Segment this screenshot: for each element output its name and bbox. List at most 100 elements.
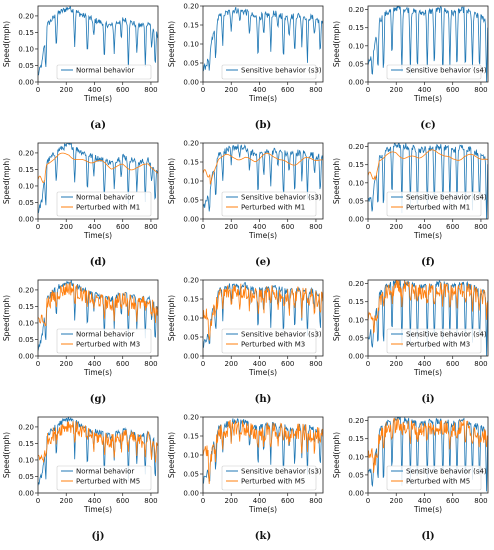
legend-box <box>221 328 317 354</box>
series-line-1 <box>38 6 158 76</box>
y-tick-label: 0.05 <box>183 334 199 342</box>
x-tick-label: 600 <box>446 86 459 94</box>
subplot-j: 0 200 400 600 800 0.00 0.05 0.10 0.15 0.20 Time(s)… <box>2 416 159 542</box>
legend-box <box>56 328 152 354</box>
subplot-c: 0 200 400 600 800 0.00 0.05 0.10 0.15 0.20 Time(s)… <box>332 5 489 131</box>
y-tick-label: 0.00 <box>348 79 364 87</box>
y-tick-label: 0.15 <box>18 166 34 174</box>
legend: Sensitive behavior (s3) Perturbed with M5 <box>221 465 322 491</box>
x-tick-label: 800 <box>309 497 322 505</box>
y-axis-label: Speed(mph) <box>332 295 341 341</box>
x-tick-label: 600 <box>281 497 294 505</box>
x-tick-label: 400 <box>253 223 266 231</box>
series-line-1 <box>368 143 488 219</box>
y-tick-label: 0.20 <box>183 3 199 11</box>
legend: Normal behavior Perturbed with M1 <box>56 191 152 217</box>
x-tick-label: 600 <box>446 360 459 368</box>
plot-frame <box>37 416 159 494</box>
x-tick-label: 200 <box>225 223 238 231</box>
x-axis-label: Time(s) <box>413 94 442 103</box>
plot-frame <box>37 5 159 83</box>
legend-entry: Normal behavior <box>76 331 134 339</box>
subplot-k: 0 200 400 600 800 0.00 0.05 0.10 0.15 0.20 Time(s)… <box>167 414 324 542</box>
subplot-caption: (k) <box>255 531 271 542</box>
y-tick-label: 0.20 <box>183 414 199 422</box>
legend: Sensitive behavior (s4) Perturbed with M5 <box>386 465 487 491</box>
subplot-h: 0 200 400 600 800 0.00 0.05 0.10 0.15 0.20 Time(s)… <box>167 277 324 405</box>
x-axis-label: Time(s) <box>83 368 112 377</box>
legend: Normal behavior Perturbed with M3 <box>56 328 152 354</box>
x-axis-label: Time(s) <box>413 231 442 240</box>
x-tick-label: 400 <box>88 223 101 231</box>
x-tick-label: 200 <box>390 360 403 368</box>
x-tick-label: 0 <box>201 360 205 368</box>
legend-entry: Sensitive behavior (s3) <box>241 331 322 339</box>
legend-box <box>386 465 482 491</box>
legend-entry: Sensitive behavior (s3) <box>241 67 322 75</box>
y-tick-label: 0.00 <box>348 216 364 224</box>
x-tick-label: 600 <box>281 360 294 368</box>
y-tick-label: 0.15 <box>18 303 34 311</box>
legend-box <box>56 465 152 491</box>
y-axis-label: Speed(mph) <box>2 295 11 341</box>
subplot-e: 0 200 400 600 800 0.00 0.05 0.10 0.15 0.20 Time(s)… <box>167 140 324 268</box>
x-tick-label: 400 <box>418 360 431 368</box>
x-tick-label: 0 <box>201 86 205 94</box>
legend-box <box>56 191 152 217</box>
legend-box <box>221 465 317 491</box>
y-tick-label: 0.10 <box>18 182 34 190</box>
legend-box <box>221 64 317 80</box>
y-tick-label: 0.10 <box>348 42 364 50</box>
y-axis-label: Speed(mph) <box>332 158 341 204</box>
y-tick-label: 0.05 <box>348 60 364 68</box>
y-axis-label: Speed(mph) <box>167 432 176 478</box>
y-axis-label: Speed(mph) <box>2 158 11 204</box>
x-tick-label: 800 <box>474 497 487 505</box>
y-tick-label: 0.05 <box>183 60 199 68</box>
y-tick-label: 0.10 <box>183 41 199 49</box>
series-line-2 <box>203 152 323 185</box>
plot-frame <box>37 279 159 357</box>
subplot-caption: (l) <box>421 531 434 542</box>
legend: Sensitive behavior (s3) Perturbed with M1 <box>221 191 322 217</box>
legend: Sensitive behavior (s3) Perturbed with M3 <box>221 328 322 354</box>
x-tick-label: 400 <box>418 497 431 505</box>
y-tick-label: 0.15 <box>18 440 34 448</box>
x-tick-label: 200 <box>390 497 403 505</box>
y-tick-label: 0.15 <box>18 29 34 37</box>
subplot-caption: (j) <box>91 531 104 542</box>
y-tick-label: 0.05 <box>18 473 34 481</box>
x-tick-label: 600 <box>116 360 129 368</box>
legend-entry: Sensitive behavior (s4) <box>406 331 487 339</box>
y-tick-label: 0.05 <box>348 471 364 479</box>
x-tick-label: 0 <box>36 86 40 94</box>
y-tick-label: 0.10 <box>348 316 364 324</box>
legend-entry: Perturbed with M1 <box>76 204 140 212</box>
y-tick-label: 0.15 <box>348 161 364 169</box>
x-axis-label: Time(s) <box>83 94 112 103</box>
y-tick-label: 0.10 <box>18 45 34 53</box>
x-axis-label: Time(s) <box>413 368 442 377</box>
subplot-caption: (e) <box>255 257 271 268</box>
y-tick-label: 0.05 <box>348 197 364 205</box>
y-tick-label: 0.20 <box>348 417 364 425</box>
y-tick-label: 0.05 <box>18 336 34 344</box>
x-tick-label: 200 <box>225 86 238 94</box>
x-tick-label: 400 <box>253 86 266 94</box>
series-line-1 <box>203 144 323 212</box>
y-tick-label: 0.00 <box>183 490 199 498</box>
y-tick-label: 0.05 <box>18 62 34 70</box>
subplot-b: 0 200 400 600 800 0.00 0.05 0.10 0.15 0.20 Time(s)… <box>167 3 324 131</box>
y-tick-label: 0.00 <box>183 79 199 87</box>
x-axis-label: Time(s) <box>83 231 112 240</box>
y-tick-label: 0.00 <box>348 490 364 498</box>
y-tick-label: 0.10 <box>348 179 364 187</box>
subplot-caption: (c) <box>420 120 436 131</box>
x-tick-label: 400 <box>418 86 431 94</box>
y-tick-label: 0.10 <box>183 452 199 460</box>
x-tick-label: 600 <box>446 497 459 505</box>
y-tick-label: 0.20 <box>18 286 34 294</box>
series-line-2 <box>203 283 323 341</box>
y-tick-label: 0.10 <box>18 456 34 464</box>
